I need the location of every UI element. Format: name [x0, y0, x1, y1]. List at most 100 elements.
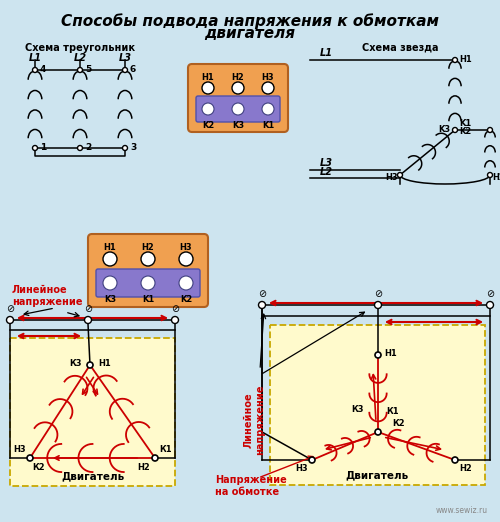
Circle shape: [375, 429, 381, 435]
Text: Схема звезда: Схема звезда: [362, 43, 438, 53]
Circle shape: [452, 127, 458, 133]
Circle shape: [375, 352, 381, 358]
Circle shape: [262, 82, 274, 94]
Circle shape: [32, 146, 38, 150]
Text: K1: K1: [142, 295, 154, 304]
Circle shape: [202, 82, 214, 94]
Text: Схема треугольник: Схема треугольник: [25, 43, 135, 53]
Circle shape: [6, 316, 14, 324]
Circle shape: [488, 172, 492, 177]
Text: L3: L3: [118, 53, 132, 63]
Text: Напряжение
на обмотке: Напряжение на обмотке: [215, 475, 287, 496]
Text: Н2: Н2: [137, 463, 150, 472]
Text: L2: L2: [320, 167, 333, 177]
Text: 2: 2: [85, 144, 91, 152]
Text: K2: K2: [180, 295, 192, 304]
Circle shape: [202, 103, 214, 115]
Text: Линейное
напряжение: Линейное напряжение: [243, 385, 265, 455]
Circle shape: [179, 252, 193, 266]
Circle shape: [232, 82, 244, 94]
Text: H1: H1: [202, 74, 214, 82]
Text: Линейное
напряжение: Линейное напряжение: [12, 285, 82, 306]
Circle shape: [262, 103, 274, 115]
Text: К3: К3: [70, 359, 82, 367]
FancyBboxPatch shape: [188, 64, 288, 132]
Circle shape: [27, 455, 33, 461]
Text: Двигатель: Двигатель: [61, 471, 124, 481]
Text: www.sewiz.ru: www.sewiz.ru: [436, 506, 488, 515]
FancyBboxPatch shape: [96, 269, 200, 297]
Text: K3: K3: [438, 125, 450, 135]
Text: 5: 5: [85, 65, 91, 74]
Text: Н3: Н3: [14, 445, 26, 454]
Circle shape: [179, 276, 193, 290]
FancyBboxPatch shape: [270, 325, 485, 485]
Circle shape: [122, 146, 128, 150]
Text: ⊘: ⊘: [258, 289, 266, 299]
Circle shape: [122, 67, 128, 73]
Text: Н2: Н2: [459, 464, 472, 473]
Text: K1: K1: [262, 121, 274, 129]
Text: H2: H2: [142, 243, 154, 253]
Text: K2: K2: [459, 127, 471, 136]
Text: К2: К2: [392, 420, 404, 429]
Text: Способы подвода напряжения к обмоткам: Способы подвода напряжения к обмоткам: [61, 13, 439, 29]
Text: 6: 6: [130, 65, 136, 74]
FancyBboxPatch shape: [196, 96, 280, 122]
Circle shape: [103, 276, 117, 290]
Circle shape: [84, 316, 91, 324]
Text: ⊘: ⊘: [171, 304, 179, 314]
Text: ⊘: ⊘: [84, 304, 92, 314]
Text: L3: L3: [320, 158, 333, 168]
Text: L1: L1: [28, 53, 42, 63]
Text: ⊘: ⊘: [374, 289, 382, 299]
Text: 4: 4: [40, 65, 46, 74]
Text: 3: 3: [130, 144, 136, 152]
Circle shape: [141, 252, 155, 266]
Circle shape: [486, 302, 494, 309]
Circle shape: [309, 457, 315, 463]
Circle shape: [141, 276, 155, 290]
Text: H3: H3: [386, 172, 398, 182]
Text: L1: L1: [320, 48, 333, 58]
Text: K3: K3: [232, 121, 244, 129]
FancyBboxPatch shape: [10, 338, 175, 486]
Text: H1: H1: [104, 243, 117, 253]
Text: К1: К1: [386, 408, 398, 417]
Text: H2: H2: [232, 74, 244, 82]
Text: K3: K3: [104, 295, 116, 304]
Text: Н3: Н3: [296, 464, 308, 473]
Circle shape: [398, 172, 402, 177]
Text: К1: К1: [159, 445, 172, 454]
Text: Н1: Н1: [384, 349, 397, 358]
Text: K2: K2: [202, 121, 214, 129]
Text: Н1: Н1: [98, 359, 111, 367]
Text: K1: K1: [459, 120, 471, 128]
Text: H2: H2: [492, 172, 500, 182]
Text: К3: К3: [352, 406, 364, 414]
Text: H1: H1: [459, 55, 472, 65]
Text: H3: H3: [180, 243, 192, 253]
Text: ⊘: ⊘: [6, 304, 14, 314]
Circle shape: [452, 457, 458, 463]
Circle shape: [374, 302, 382, 309]
Text: К2: К2: [32, 463, 44, 472]
Circle shape: [87, 362, 93, 368]
Text: 1: 1: [40, 144, 46, 152]
FancyBboxPatch shape: [88, 234, 208, 307]
Circle shape: [172, 316, 178, 324]
Text: L2: L2: [74, 53, 86, 63]
Circle shape: [488, 127, 492, 133]
Circle shape: [78, 67, 82, 73]
Text: Двигатель: Двигатель: [346, 470, 409, 480]
Circle shape: [103, 252, 117, 266]
Circle shape: [258, 302, 266, 309]
Circle shape: [452, 57, 458, 63]
Circle shape: [232, 103, 244, 115]
Text: H3: H3: [262, 74, 274, 82]
Circle shape: [152, 455, 158, 461]
Circle shape: [32, 67, 38, 73]
Text: двигателя: двигателя: [204, 26, 296, 41]
Circle shape: [78, 146, 82, 150]
Text: ⊘: ⊘: [486, 289, 494, 299]
